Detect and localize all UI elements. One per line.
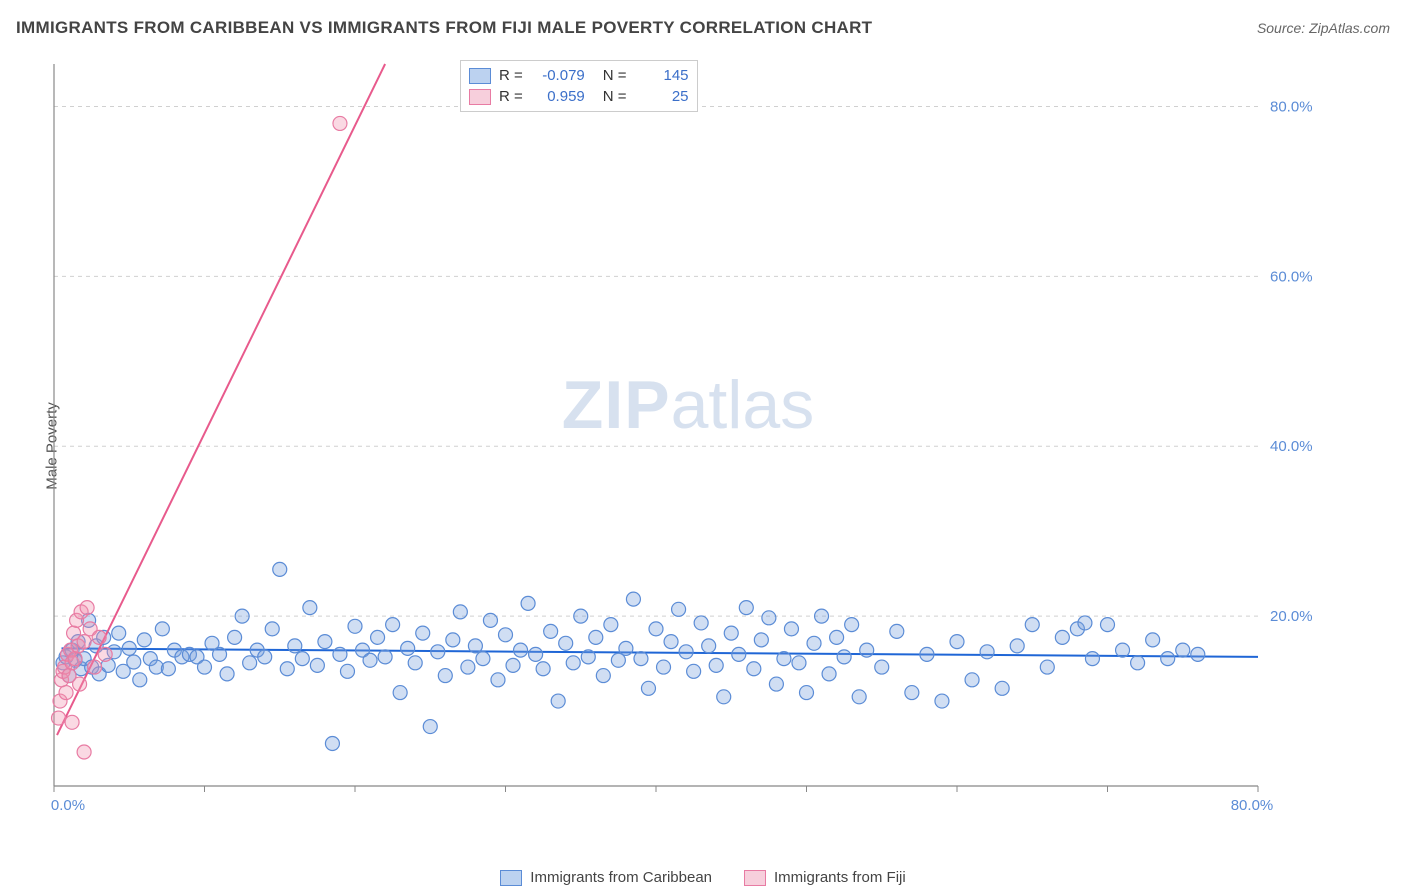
legend-label-fiji: Immigrants from Fiji: [774, 869, 906, 886]
legend-item-caribbean: Immigrants from Caribbean: [500, 869, 712, 886]
chart-svg: 20.0% 40.0% 60.0% 80.0% 0.0% 80.0%: [48, 58, 1328, 828]
legend-swatch-caribbean: [500, 870, 522, 886]
bottom-legend: Immigrants from Caribbean Immigrants fro…: [0, 869, 1406, 886]
svg-text:20.0%: 20.0%: [1270, 608, 1313, 625]
n-value-caribbean: 145: [635, 67, 689, 84]
chart-title: IMMIGRANTS FROM CARIBBEAN VS IMMIGRANTS …: [16, 18, 872, 38]
n-value-fiji: 25: [635, 88, 689, 105]
n-label: N =: [603, 67, 627, 84]
r-value-fiji: 0.959: [531, 88, 585, 105]
plot-area: 20.0%40.0%60.0%80.0%0.0%80.0% ZIPatlas: [48, 58, 1328, 828]
svg-text:0.0%: 0.0%: [51, 797, 85, 814]
svg-text:80.0%: 80.0%: [1270, 98, 1313, 115]
svg-text:60.0%: 60.0%: [1270, 268, 1313, 285]
header: IMMIGRANTS FROM CARIBBEAN VS IMMIGRANTS …: [16, 18, 1390, 38]
r-label: R =: [499, 67, 523, 84]
legend-label-caribbean: Immigrants from Caribbean: [530, 869, 712, 886]
stats-box: R = -0.079 N = 145 R = 0.959 N = 25: [460, 60, 698, 112]
legend-item-fiji: Immigrants from Fiji: [744, 869, 906, 886]
stats-row-caribbean: R = -0.079 N = 145: [469, 65, 689, 86]
n-label: N =: [603, 88, 627, 105]
swatch-caribbean: [469, 68, 491, 84]
legend-swatch-fiji: [744, 870, 766, 886]
source-attribution: Source: ZipAtlas.com: [1257, 20, 1390, 36]
stats-row-fiji: R = 0.959 N = 25: [469, 86, 689, 107]
r-label: R =: [499, 88, 523, 105]
svg-text:80.0%: 80.0%: [1231, 797, 1274, 814]
svg-text:40.0%: 40.0%: [1270, 438, 1313, 455]
r-value-caribbean: -0.079: [531, 67, 585, 84]
swatch-fiji: [469, 89, 491, 105]
